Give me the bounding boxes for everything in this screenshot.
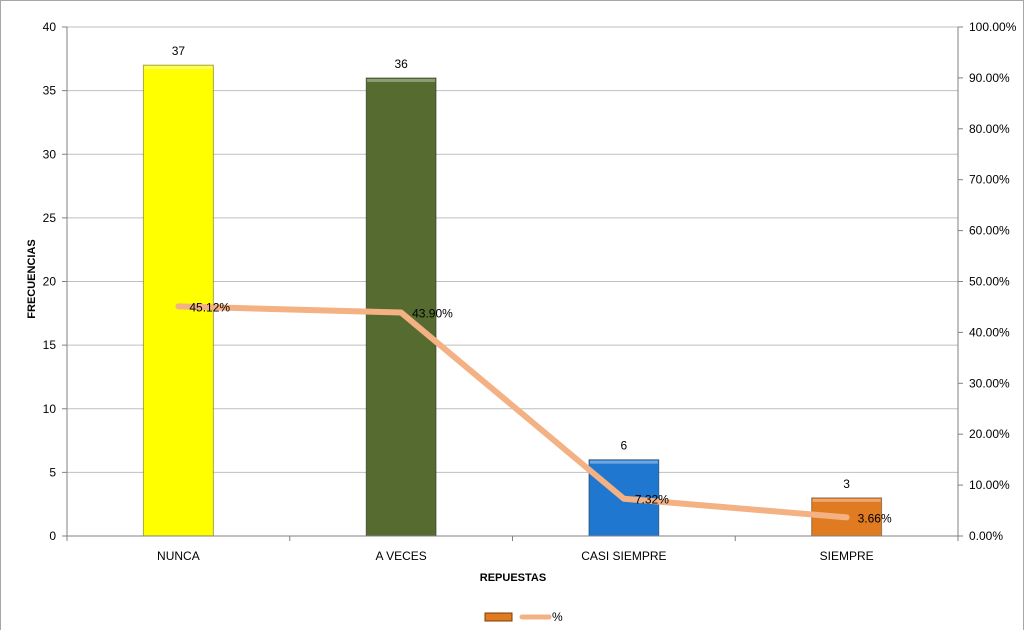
y-tick-label: 40 <box>43 20 57 34</box>
y-tick-label: 30 <box>43 147 57 161</box>
legend-bar-swatch <box>484 612 513 622</box>
bar-highlight <box>589 460 658 464</box>
y-tick-label: 15 <box>43 338 57 352</box>
line-data-label: 7.32% <box>635 493 669 507</box>
x-tick-label: NUNCA <box>157 549 200 563</box>
percent-line <box>175 303 850 521</box>
y2-tick-label: 10.00% <box>969 478 1010 492</box>
gridlines <box>67 26 958 473</box>
y2-tick-label: 0.00% <box>969 529 1003 543</box>
y-tick-label: 20 <box>43 275 57 289</box>
axes: 0 5 10 15 20 25 30 35 40 0.00% 10.00% 20.00% 30.00% 4… <box>43 20 1017 563</box>
y-axis-title: FRECUENCIAS <box>26 239 38 318</box>
line-series <box>175 303 850 521</box>
legend: % <box>484 610 563 624</box>
bar-highlight <box>144 66 213 70</box>
y2-tick-label: 40.00% <box>969 325 1010 339</box>
y-tick-label: 5 <box>49 465 56 479</box>
y-tick-label: 10 <box>43 402 57 416</box>
line-point <box>621 496 627 502</box>
line-data-label: 3.66% <box>858 511 892 525</box>
legend-label: % <box>552 610 563 624</box>
y2-tick-label: 20.00% <box>969 427 1010 441</box>
bar-series <box>142 64 883 537</box>
line-point <box>844 514 850 520</box>
line-point <box>175 303 181 309</box>
bar-data-label: 6 <box>621 439 628 453</box>
bar-data-label: 36 <box>394 57 408 71</box>
data-labels: 37 36 6 3 45.12% 43.90% 7.32% 3.66% <box>172 44 892 525</box>
x-axis-title: REPUESTAS <box>480 572 546 584</box>
y2-tick-label: 80.00% <box>969 122 1010 136</box>
y2-tick-label: 100.00% <box>969 20 1017 34</box>
x-tick-label: A VECES <box>375 549 426 563</box>
bar-data-label: 37 <box>172 44 186 58</box>
y-tick-label: 0 <box>49 529 56 543</box>
y2-tick-label: 50.00% <box>969 275 1010 289</box>
bar-highlight <box>812 498 881 502</box>
bar <box>142 64 214 537</box>
bar <box>365 77 437 537</box>
line-data-label: 45.12% <box>189 300 230 314</box>
x-tick-label: CASI SIEMPRE <box>581 549 666 563</box>
x-tick-label: SIEMPRE <box>820 549 874 563</box>
y-tick-label: 25 <box>43 211 57 225</box>
y2-tick-label: 70.00% <box>969 173 1010 187</box>
bar-highlight <box>367 78 436 82</box>
y2-tick-label: 60.00% <box>969 224 1010 238</box>
line-data-label: 43.90% <box>412 307 453 321</box>
line-point <box>398 310 404 316</box>
y2-tick-label: 90.00% <box>969 71 1010 85</box>
y2-tick-label: 30.00% <box>969 376 1010 390</box>
y-tick-label: 35 <box>43 84 57 98</box>
bar-data-label: 3 <box>843 477 850 491</box>
